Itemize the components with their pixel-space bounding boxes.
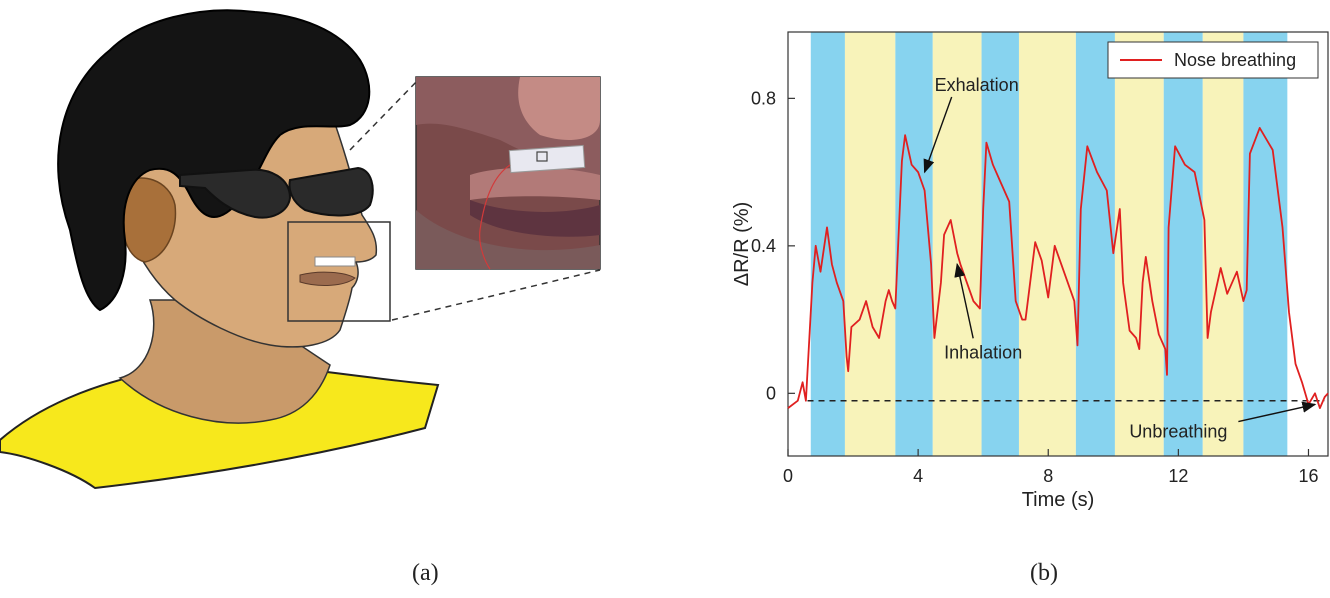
- y-tick-label: 0.8: [751, 88, 776, 108]
- face-illustration: [0, 9, 601, 490]
- annotations: Exhalation Inhalation Unbreathing: [923, 75, 1317, 442]
- tick-labels: 0 4 8 12 16 0 0.4 0.8: [751, 88, 1319, 486]
- legend-label: Nose breathing: [1174, 50, 1296, 70]
- phase-band-exhalation: [895, 32, 933, 456]
- annotation-unbreathing: Unbreathing: [1129, 422, 1227, 442]
- phase-band-exhalation: [1243, 32, 1288, 456]
- phase-band-exhalation: [1163, 32, 1203, 456]
- x-tick-label: 8: [1043, 466, 1053, 486]
- phase-band-inhalation: [1018, 32, 1076, 456]
- x-tick-label: 12: [1168, 466, 1188, 486]
- x-tick-label: 16: [1298, 466, 1318, 486]
- phase-bands: [810, 32, 1288, 456]
- phase-band-exhalation: [981, 32, 1019, 456]
- x-tick-label: 4: [913, 466, 923, 486]
- annotation-inhalation: Inhalation: [944, 342, 1022, 362]
- x-tick-label: 0: [783, 466, 793, 486]
- series-line-nose-breathing: [787, 127, 1329, 410]
- y-tick-label: 0.4: [751, 236, 776, 256]
- y-axis-label: ΔR/R (%): [731, 202, 753, 286]
- hair-shape: [57, 9, 371, 312]
- annotation-exhalation: Exhalation: [935, 75, 1019, 95]
- breathing-chart: 0 4 8 12 16 0 0.4 0.8 Exhalation Inhalation Unbre…: [731, 31, 1329, 511]
- annotation-arrow: [923, 96, 953, 174]
- panel-b-chart: 0 4 8 12 16 0 0.4 0.8 Exhalation Inhalation Unbre…: [700, 0, 1330, 520]
- zoom-line-bottom: [391, 269, 601, 321]
- phase-band-inhalation: [1202, 32, 1244, 456]
- lips-shape: [299, 271, 356, 286]
- zoom-region-box: [287, 221, 391, 322]
- plot-frame: [787, 31, 1329, 457]
- phase-band-exhalation: [1075, 32, 1115, 456]
- sunglasses-icon: [179, 166, 374, 219]
- phase-band-inhalation: [1114, 32, 1164, 456]
- chart-axes: [787, 31, 1329, 457]
- tick-marks: [787, 97, 1310, 456]
- legend: Nose breathing: [1107, 41, 1319, 79]
- caption-a: (a): [412, 560, 439, 586]
- zoom-line-top: [349, 77, 421, 151]
- caption-b: (b): [1030, 560, 1058, 586]
- nose-sensor-strip: [314, 256, 356, 267]
- annotation-arrow: [1238, 401, 1317, 423]
- sensor-photo-inset: [415, 76, 601, 270]
- x-axis-label: Time (s): [1022, 489, 1095, 511]
- phase-band-inhalation: [844, 32, 896, 456]
- y-tick-label: 0: [766, 383, 776, 403]
- panel-a-illustration: [0, 0, 610, 500]
- annotation-arrow: [954, 262, 974, 339]
- phase-band-exhalation: [810, 32, 845, 456]
- phase-band-inhalation: [932, 32, 982, 456]
